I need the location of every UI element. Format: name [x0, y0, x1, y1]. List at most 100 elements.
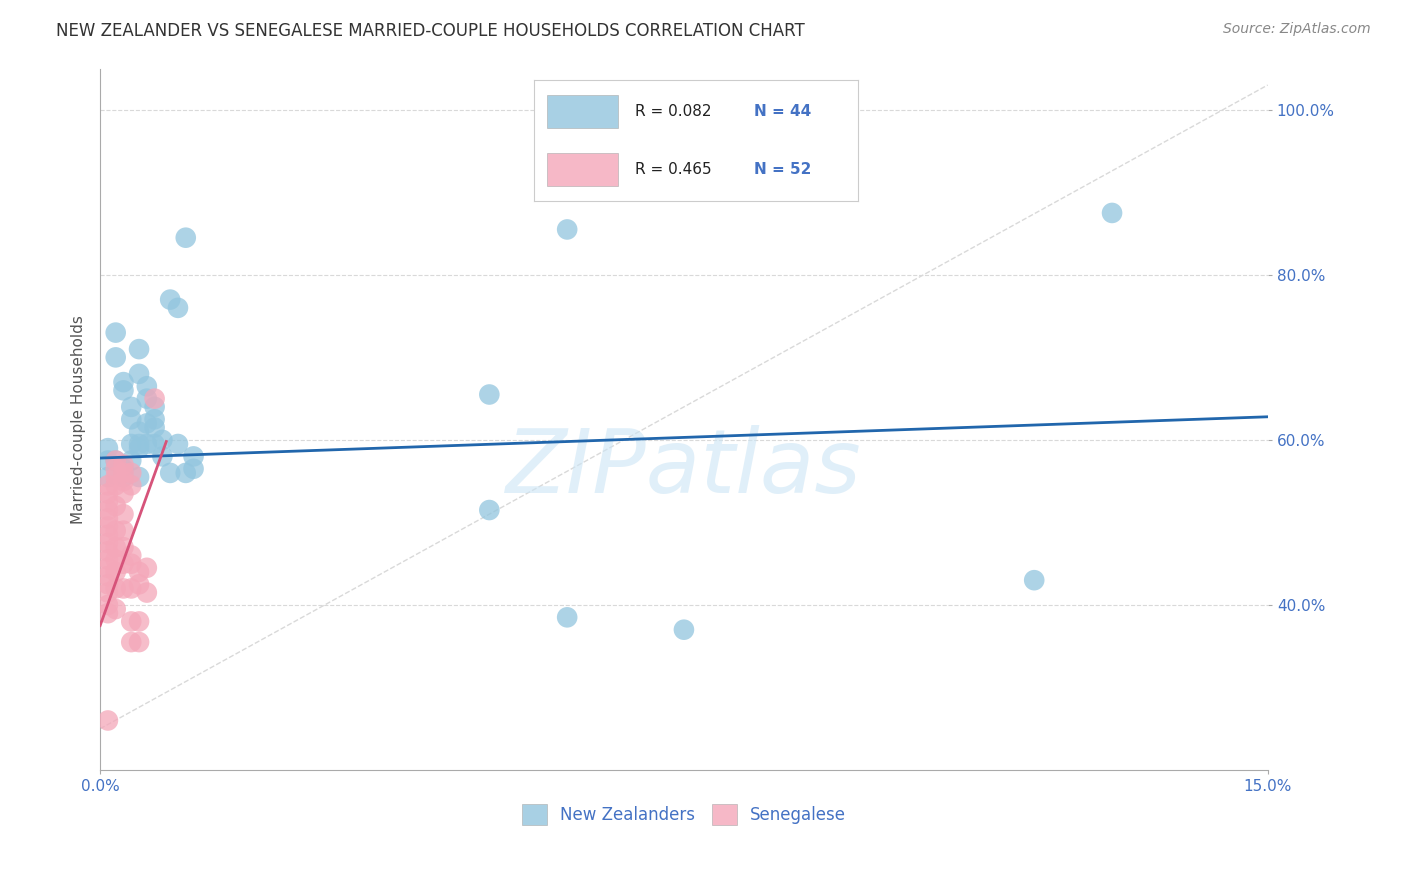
- Point: [120, 437, 142, 451]
- Point: [159, 466, 181, 480]
- Point: [104, 582, 127, 596]
- Point: [112, 540, 135, 554]
- Point: [104, 602, 127, 616]
- Point: [128, 367, 150, 381]
- Point: [104, 478, 127, 492]
- Point: [135, 585, 157, 599]
- Point: [135, 379, 157, 393]
- Point: [135, 417, 157, 431]
- Point: [112, 486, 135, 500]
- Point: [120, 549, 142, 563]
- Point: [112, 462, 135, 476]
- Point: [1024, 573, 1046, 587]
- Point: [112, 375, 135, 389]
- Point: [120, 453, 142, 467]
- Point: [135, 392, 157, 406]
- FancyBboxPatch shape: [547, 153, 619, 186]
- Text: N = 44: N = 44: [754, 104, 811, 120]
- Point: [159, 293, 181, 307]
- Point: [112, 466, 135, 480]
- Point: [97, 486, 120, 500]
- Point: [152, 450, 174, 464]
- Point: [97, 561, 120, 575]
- Point: [97, 519, 120, 533]
- Point: [97, 714, 120, 728]
- Point: [97, 544, 120, 558]
- Legend: New Zealanders, Senegalese: New Zealanders, Senegalese: [522, 805, 846, 825]
- Point: [97, 478, 120, 492]
- Point: [104, 565, 127, 579]
- Text: NEW ZEALANDER VS SENEGALESE MARRIED-COUPLE HOUSEHOLDS CORRELATION CHART: NEW ZEALANDER VS SENEGALESE MARRIED-COUP…: [56, 22, 806, 40]
- Point: [128, 425, 150, 439]
- Point: [97, 495, 120, 509]
- Point: [112, 507, 135, 521]
- Point: [143, 412, 166, 426]
- Point: [128, 635, 150, 649]
- Point: [555, 222, 578, 236]
- Point: [104, 326, 127, 340]
- Point: [104, 351, 127, 365]
- Point: [478, 387, 501, 401]
- Point: [97, 511, 120, 525]
- Point: [143, 437, 166, 451]
- Point: [672, 623, 695, 637]
- Point: [104, 453, 127, 467]
- Point: [555, 610, 578, 624]
- Point: [128, 565, 150, 579]
- Point: [120, 412, 142, 426]
- Point: [478, 503, 501, 517]
- Point: [104, 453, 127, 467]
- Point: [183, 450, 205, 464]
- Text: N = 52: N = 52: [754, 161, 811, 177]
- Point: [112, 470, 135, 484]
- Point: [128, 342, 150, 356]
- Y-axis label: Married-couple Households: Married-couple Households: [72, 315, 86, 524]
- Point: [97, 585, 120, 599]
- Text: Source: ZipAtlas.com: Source: ZipAtlas.com: [1223, 22, 1371, 37]
- Point: [128, 577, 150, 591]
- Point: [97, 552, 120, 566]
- Point: [135, 437, 157, 451]
- Point: [97, 470, 120, 484]
- Point: [97, 528, 120, 542]
- FancyBboxPatch shape: [547, 95, 619, 128]
- Text: R = 0.082: R = 0.082: [634, 104, 711, 120]
- Point: [120, 582, 142, 596]
- Point: [97, 569, 120, 583]
- Point: [143, 392, 166, 406]
- Point: [97, 453, 120, 467]
- Point: [128, 437, 150, 451]
- Point: [104, 499, 127, 513]
- Point: [167, 437, 190, 451]
- Point: [112, 384, 135, 398]
- Point: [97, 577, 120, 591]
- Point: [97, 441, 120, 455]
- Point: [97, 503, 120, 517]
- Point: [104, 524, 127, 538]
- Point: [112, 458, 135, 472]
- Point: [120, 615, 142, 629]
- Point: [135, 561, 157, 575]
- Point: [1101, 206, 1123, 220]
- Point: [120, 466, 142, 480]
- Point: [120, 478, 142, 492]
- Point: [128, 470, 150, 484]
- Point: [112, 582, 135, 596]
- Point: [174, 230, 197, 244]
- Point: [104, 540, 127, 554]
- Point: [97, 598, 120, 612]
- Point: [120, 400, 142, 414]
- Point: [104, 462, 127, 476]
- Point: [143, 400, 166, 414]
- Point: [104, 470, 127, 484]
- Point: [112, 474, 135, 488]
- Point: [174, 466, 197, 480]
- Text: R = 0.465: R = 0.465: [634, 161, 711, 177]
- Point: [128, 615, 150, 629]
- Text: ZIPatlas: ZIPatlas: [506, 425, 862, 511]
- Point: [143, 420, 166, 434]
- Point: [112, 524, 135, 538]
- Point: [183, 462, 205, 476]
- Point: [97, 536, 120, 550]
- Point: [97, 606, 120, 620]
